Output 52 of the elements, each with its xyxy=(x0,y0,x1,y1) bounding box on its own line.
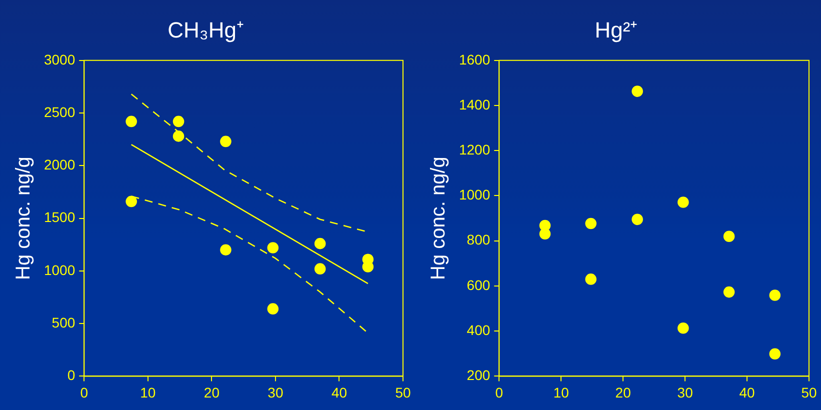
chart-title: Hg²⁺ xyxy=(594,17,638,42)
point xyxy=(632,214,643,226)
point xyxy=(769,348,781,360)
x-tick-label: 40 xyxy=(331,384,348,400)
y-tick-label: 400 xyxy=(466,322,490,338)
point xyxy=(220,136,232,148)
x-tick-label: 50 xyxy=(801,384,817,400)
y-tick-label: 2000 xyxy=(44,156,76,173)
y-tick-label: 1200 xyxy=(458,141,490,158)
chart-title: CH₃Hg⁺ xyxy=(168,17,244,42)
x-tick-label: 20 xyxy=(615,384,632,400)
x-tick-label: 0 xyxy=(80,384,88,400)
y-tick-label: 1600 xyxy=(458,51,490,68)
x-tick-label: 20 xyxy=(204,384,220,400)
point xyxy=(678,196,689,208)
y-axis-title: Hg conc. ng/g xyxy=(12,156,35,280)
x-tick-label: 0 xyxy=(495,384,504,400)
y-tick-label: 0 xyxy=(67,367,76,384)
y-tick-label: 1500 xyxy=(44,209,76,226)
x-tick-label: 30 xyxy=(268,384,284,400)
x-tick-label: 50 xyxy=(395,384,411,400)
point xyxy=(126,196,137,208)
point xyxy=(723,230,735,242)
point xyxy=(267,303,279,314)
point xyxy=(539,228,551,240)
point xyxy=(267,242,279,254)
point xyxy=(769,290,781,301)
point xyxy=(172,116,184,128)
y-tick-label: 800 xyxy=(466,232,490,248)
y-tick-label: 200 xyxy=(466,367,490,384)
x-tick-label: 40 xyxy=(739,384,756,400)
y-axis-title: Hg conc. ng/g xyxy=(428,156,450,280)
y-tick-label: 600 xyxy=(466,276,490,293)
y-tick-label: 1000 xyxy=(458,186,490,203)
point xyxy=(585,218,597,230)
x-tick-label: 10 xyxy=(553,384,570,400)
point xyxy=(723,286,735,298)
point xyxy=(585,274,597,285)
point xyxy=(172,130,184,142)
point xyxy=(220,244,232,256)
x-tick-label: 30 xyxy=(677,384,694,400)
x-tick-label: 10 xyxy=(140,384,156,400)
point xyxy=(678,322,689,334)
point xyxy=(126,116,137,128)
y-tick-label: 1400 xyxy=(458,96,490,112)
y-tick-label: 500 xyxy=(52,314,76,330)
point xyxy=(314,263,326,274)
y-tick-label: 1000 xyxy=(44,262,76,278)
y-tick-label: 2500 xyxy=(44,104,76,120)
point xyxy=(632,86,643,97)
y-tick-label: 3000 xyxy=(44,51,76,68)
point xyxy=(314,238,326,250)
